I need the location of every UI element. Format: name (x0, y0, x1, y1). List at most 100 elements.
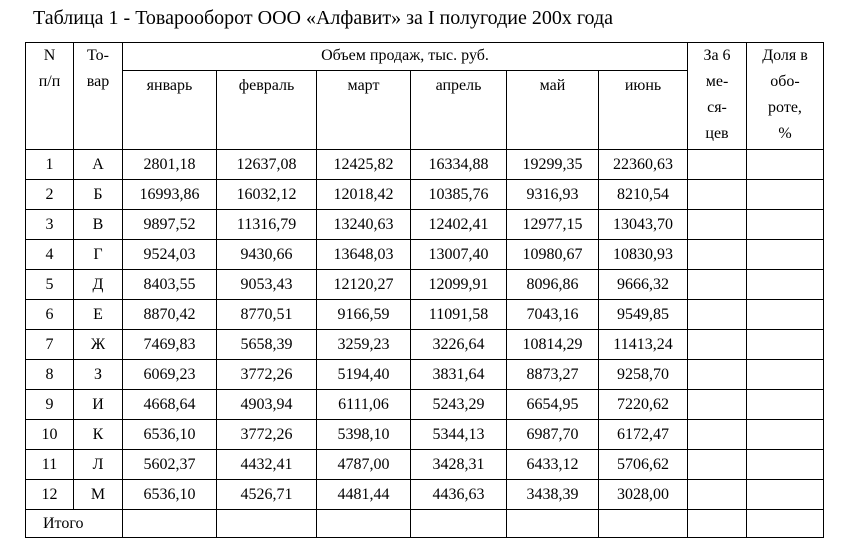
value-cell: 6536,10 (122, 479, 217, 510)
half-year-cell (687, 449, 747, 480)
value-cell: 4481,44 (316, 479, 411, 510)
total-cell (746, 509, 824, 538)
value-cell: 9897,52 (122, 209, 217, 240)
value-cell: 2801,18 (122, 149, 217, 180)
table-row: 6 Е 8870,42 8770,51 9166,59 11091,58 704… (25, 299, 824, 330)
table-row: 10 К 6536,10 3772,26 5398,10 5344,13 698… (25, 419, 824, 450)
value-cell: 12977,15 (506, 209, 599, 240)
value-cell: 6172,47 (598, 419, 688, 450)
value-cell: 8210,54 (598, 179, 688, 210)
row-number: 12 (25, 479, 74, 510)
total-row: Итого (25, 509, 824, 538)
value-cell: 4526,71 (216, 479, 317, 510)
total-cell (316, 509, 411, 538)
table-caption: Таблица 1 - Товарооборот ООО «Алфавит» з… (33, 7, 614, 29)
product-cell: М (73, 479, 123, 510)
value-cell: 13648,03 (316, 239, 411, 270)
value-cell: 10980,67 (506, 239, 599, 270)
value-cell: 10385,76 (410, 179, 507, 210)
product-cell: И (73, 389, 123, 420)
row-number: 10 (25, 419, 74, 450)
value-cell: 9549,85 (598, 299, 688, 330)
value-cell: 11413,24 (598, 329, 688, 360)
row-number: 3 (25, 209, 74, 240)
value-cell: 3772,26 (216, 359, 317, 390)
value-cell: 9666,32 (598, 269, 688, 300)
share-cell (746, 239, 824, 270)
share-cell (746, 209, 824, 240)
value-cell: 5602,37 (122, 449, 217, 480)
value-cell: 7220,62 (598, 389, 688, 420)
value-cell: 3772,26 (216, 419, 317, 450)
value-cell: 10830,93 (598, 239, 688, 270)
value-cell: 9166,59 (316, 299, 411, 330)
value-cell: 13043,70 (598, 209, 688, 240)
value-cell: 5243,29 (410, 389, 507, 420)
total-cell (687, 509, 747, 538)
value-cell: 8870,42 (122, 299, 217, 330)
product-cell: Б (73, 179, 123, 210)
value-cell: 6111,06 (316, 389, 411, 420)
header-month: январь (122, 70, 217, 150)
value-cell: 12637,08 (216, 149, 317, 180)
value-cell: 12099,91 (410, 269, 507, 300)
value-cell: 9053,43 (216, 269, 317, 300)
half-year-cell (687, 209, 747, 240)
value-cell: 16993,86 (122, 179, 217, 210)
value-cell: 12120,27 (316, 269, 411, 300)
table-row: 12 М 6536,10 4526,71 4481,44 4436,63 343… (25, 479, 824, 510)
value-cell: 6069,23 (122, 359, 217, 390)
row-number: 11 (25, 449, 74, 480)
total-cell (216, 509, 317, 538)
share-cell (746, 329, 824, 360)
header-month: апрель (410, 70, 507, 150)
value-cell: 8096,86 (506, 269, 599, 300)
value-cell: 12425,82 (316, 149, 411, 180)
table-row: 9 И 4668,64 4903,94 6111,06 5243,29 6654… (25, 389, 824, 420)
value-cell: 9316,93 (506, 179, 599, 210)
header-sales-volume: Объем продаж, тыс. руб. (122, 42, 688, 71)
half-year-cell (687, 479, 747, 510)
half-year-cell (687, 269, 747, 300)
value-cell: 11091,58 (410, 299, 507, 330)
value-cell: 6654,95 (506, 389, 599, 420)
total-cell (506, 509, 599, 538)
value-cell: 13007,40 (410, 239, 507, 270)
value-cell: 4903,94 (216, 389, 317, 420)
header-row-number: N п/п (25, 42, 74, 150)
value-cell: 8770,51 (216, 299, 317, 330)
row-number: 7 (25, 329, 74, 360)
header-product: То- вар (73, 42, 123, 150)
total-cell (598, 509, 688, 538)
value-cell: 10814,29 (506, 329, 599, 360)
half-year-cell (687, 329, 747, 360)
month-header-row: январь февраль март апрель май июнь (26, 70, 824, 150)
share-cell (746, 449, 824, 480)
sales-table: N п/п То- вар Объем продаж, тыс. руб. За… (25, 42, 824, 538)
row-number: 5 (25, 269, 74, 300)
value-cell: 9258,70 (598, 359, 688, 390)
row-number: 2 (25, 179, 74, 210)
value-cell: 5344,13 (410, 419, 507, 450)
half-year-cell (687, 239, 747, 270)
value-cell: 16032,12 (216, 179, 317, 210)
header-month: март (316, 70, 411, 150)
share-cell (746, 359, 824, 390)
value-cell: 5194,40 (316, 359, 411, 390)
value-cell: 3831,64 (410, 359, 507, 390)
value-cell: 5658,39 (216, 329, 317, 360)
table-row: 5 Д 8403,55 9053,43 12120,27 12099,91 80… (25, 269, 824, 300)
table-row: 1 А 2801,18 12637,08 12425,82 16334,88 1… (25, 149, 824, 180)
share-cell (746, 269, 824, 300)
share-cell (746, 419, 824, 450)
value-cell: 12402,41 (410, 209, 507, 240)
share-cell (746, 479, 824, 510)
product-cell: Л (73, 449, 123, 480)
product-cell: Е (73, 299, 123, 330)
product-cell: В (73, 209, 123, 240)
value-cell: 6433,12 (506, 449, 599, 480)
value-cell: 4668,64 (122, 389, 217, 420)
table-row: 7 Ж 7469,83 5658,39 3259,23 3226,64 1081… (25, 329, 824, 360)
value-cell: 16334,88 (410, 149, 507, 180)
header-month: февраль (216, 70, 317, 150)
